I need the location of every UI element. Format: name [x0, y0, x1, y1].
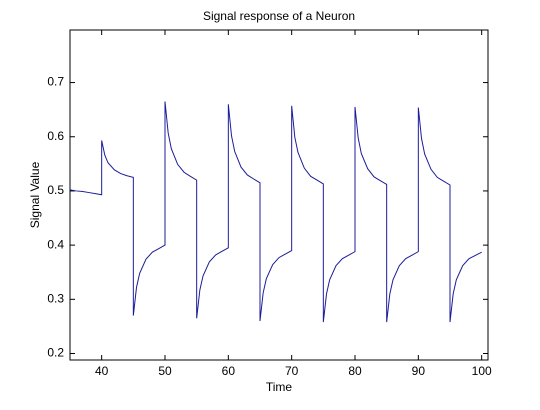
x-tick-label: 80: [348, 364, 362, 378]
y-tick-label: 0.7: [47, 75, 64, 89]
y-tick-label: 0.2: [47, 346, 64, 360]
x-axis-label: Time: [266, 380, 293, 394]
x-tick-label: 90: [412, 364, 426, 378]
y-tick-label: 0.4: [47, 237, 64, 251]
y-axis-label: Signal Value: [28, 161, 42, 228]
x-tick-label: 100: [472, 364, 492, 378]
x-tick-label: 60: [222, 364, 236, 378]
plot-frame: [69, 29, 489, 361]
x-tick-label: 40: [95, 364, 109, 378]
y-tick-label: 0.6: [47, 129, 64, 143]
x-tick-label: 50: [158, 364, 172, 378]
x-tick-label: 70: [285, 364, 299, 378]
y-tick-label: 0.3: [47, 291, 64, 305]
chart-title: Signal response of a Neuron: [203, 9, 355, 23]
y-tick-label: 0.5: [47, 183, 64, 197]
data-line: [69, 101, 482, 323]
